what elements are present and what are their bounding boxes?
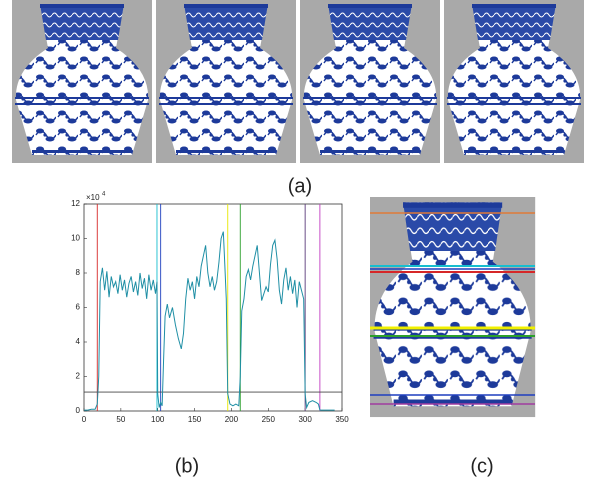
x-tick-label: 0 (82, 415, 87, 424)
panel-label: (a) (288, 175, 312, 197)
vase-image (12, 0, 152, 163)
x-tick-label: 150 (188, 415, 202, 424)
vase-image (156, 0, 296, 163)
vase-image (444, 0, 584, 163)
segment-lines (370, 212, 535, 405)
x-tick-label: 200 (225, 415, 239, 424)
plot: ×10 4 0 50 100 150 200 250 300 350 0 2 4 6 8 10 12 (71, 192, 349, 425)
y-tick-label: 6 (76, 303, 81, 312)
y-tick-label: 4 (76, 337, 81, 346)
x-tick-label: 250 (262, 415, 276, 424)
y-tick-label: 2 (76, 372, 81, 381)
axes-box (83, 203, 343, 412)
y-tick-label: 12 (71, 199, 80, 208)
axis-multiplier: ×10 (86, 193, 100, 202)
y-tick-label: 10 (71, 234, 80, 243)
segmented-vase (370, 197, 536, 418)
axis-multiplier-exponent: 4 (102, 192, 106, 198)
panel-label: (c) (470, 455, 493, 477)
vase-row (12, 0, 584, 163)
panel-label: (b) (175, 455, 199, 477)
y-tick-label: 0 (76, 406, 81, 415)
x-tick-label: 300 (298, 415, 312, 424)
y-tick-label: 8 (76, 268, 81, 277)
vase-image (300, 0, 440, 163)
signal-line (84, 231, 335, 411)
x-tick-label: 100 (151, 415, 165, 424)
x-tick-label: 50 (116, 415, 125, 424)
x-tick-label: 350 (335, 415, 349, 424)
